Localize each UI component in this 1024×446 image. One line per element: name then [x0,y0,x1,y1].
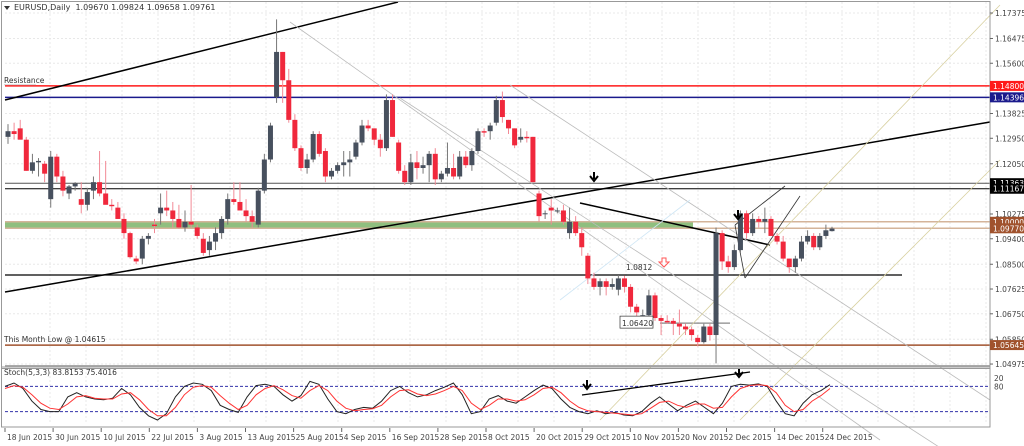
svg-text:80: 80 [994,382,1004,391]
svg-text:10 Nov 2015: 10 Nov 2015 [632,433,680,442]
svg-text:4 Sep 2015: 4 Sep 2015 [344,433,387,442]
svg-text:8 Oct 2015: 8 Oct 2015 [488,433,530,442]
svg-text:1.0812: 1.0812 [626,263,652,272]
collapse-triangle-icon[interactable] [4,5,10,10]
svg-text:1.16475: 1.16475 [995,34,1024,43]
svg-text:1.11363: 1.11363 [993,179,1024,188]
chart-header: EURUSD,Daily 1.09670 1.09824 1.09658 1.0… [4,3,215,12]
svg-text:22 Jul 2015: 22 Jul 2015 [151,433,194,442]
svg-text:20: 20 [994,374,1004,383]
svg-text:1.09400: 1.09400 [995,235,1024,244]
svg-text:Resistance: Resistance [4,76,45,85]
svg-text:20 Oct 2015: 20 Oct 2015 [536,433,583,442]
svg-text:1.17375: 1.17375 [995,9,1024,18]
svg-text:28 Sep 2015: 28 Sep 2015 [440,433,488,442]
horizontal-levels [5,85,990,346]
svg-text:29 Oct 2015: 29 Oct 2015 [584,433,631,442]
svg-text:13 Aug 2015: 13 Aug 2015 [248,433,296,442]
svg-text:1.14800: 1.14800 [993,82,1024,91]
svg-text:25 Aug 2015: 25 Aug 2015 [296,433,344,442]
svg-text:24 Dec 2015: 24 Dec 2015 [825,433,873,442]
svg-text:1.05850: 1.05850 [995,335,1024,344]
svg-text:18 Jun 2015: 18 Jun 2015 [7,433,52,442]
candlesticks [5,19,835,364]
svg-text:1.07625: 1.07625 [995,285,1024,294]
time-axis[interactable]: 18 Jun 2015 30 Jun 2015 10 Jul 2015 22 Jul … [4,428,873,442]
svg-text:10 Jul 2015: 10 Jul 2015 [103,433,146,442]
chart-grid [5,2,990,424]
svg-text:1.08500: 1.08500 [995,260,1024,269]
svg-text:30 Jun 2015: 30 Jun 2015 [55,433,100,442]
svg-text:1.15600: 1.15600 [995,59,1024,68]
svg-text:1.09770: 1.09770 [993,224,1024,233]
svg-text:1.10000: 1.10000 [993,218,1024,227]
svg-text:1.12950: 1.12950 [995,134,1024,143]
svg-text:1.11167: 1.11167 [993,185,1024,194]
svg-text:Stoch(5,3,3) 83.8153 75.4016: Stoch(5,3,3) 83.8153 75.4016 [4,368,117,377]
svg-text:1.06420: 1.06420 [622,319,653,328]
price-axis[interactable]: 1.17375 1.16475 1.15600 1.13825 1.12950 1.120… [990,9,1024,391]
svg-text:14 Dec 2015: 14 Dec 2015 [777,433,825,442]
svg-text:1.04975: 1.04975 [995,360,1024,369]
svg-text:1.10275: 1.10275 [995,210,1024,219]
symbol-label: EURUSD,Daily [14,3,71,12]
svg-text:1.13825: 1.13825 [995,110,1024,119]
svg-text:2 Dec 2015: 2 Dec 2015 [729,433,772,442]
svg-text:This Month Low @ 1.04615: This Month Low @ 1.04615 [3,335,106,344]
svg-text:16 Sep 2015: 16 Sep 2015 [392,433,440,442]
svg-text:1.12050: 1.12050 [995,160,1024,169]
svg-text:1.14396: 1.14396 [993,93,1024,102]
svg-text:3 Aug 2015: 3 Aug 2015 [199,433,242,442]
chart-annotations: Resistance This Month Low @ 1.04615 1.0812… [3,76,743,344]
svg-text:1.06750: 1.06750 [995,310,1024,319]
svg-text:20 Nov 2015: 20 Nov 2015 [680,433,728,442]
svg-text:1.05645: 1.05645 [993,341,1024,350]
stochastic-panel: Stoch(5,3,3) 83.8153 75.4016 [4,365,990,421]
ohlc-values: 1.09670 1.09824 1.09658 1.09761 [75,3,216,12]
